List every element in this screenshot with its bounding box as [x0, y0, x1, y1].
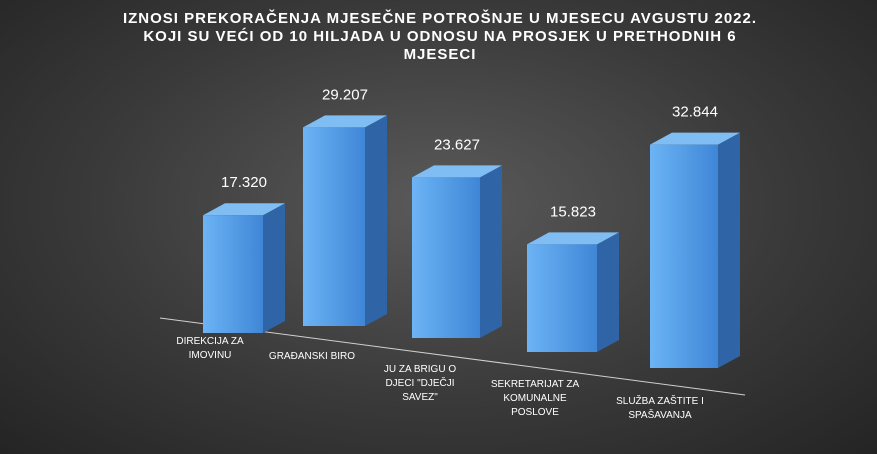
- bar-front: [303, 127, 365, 327]
- value-label: 29.207: [322, 86, 368, 103]
- bar-top: [412, 165, 502, 178]
- value-label: 23.627: [434, 136, 480, 153]
- bar-side: [597, 232, 619, 352]
- bar: [527, 232, 619, 352]
- bar-top: [303, 115, 387, 128]
- bar-side: [718, 132, 740, 368]
- bar-side: [365, 115, 387, 327]
- x-tick-label: SEKRETARIJAT ZA KOMUNALNE POSLOVE: [490, 379, 580, 418]
- bar: [203, 203, 285, 333]
- value-label: 17.320: [221, 174, 267, 191]
- x-tick-label: JU ZA BRIGU O DJECI "DJEČJI SAVEZ": [383, 364, 457, 403]
- x-tick-label: GRAĐANSKI BIRO: [268, 351, 356, 362]
- bar-top: [203, 203, 285, 216]
- value-label: 15.823: [550, 203, 596, 220]
- bar: [650, 132, 740, 368]
- x-tick-label: SLUŽBA ZAŠTITE I SPAŠAVANJA: [616, 396, 704, 421]
- bar-front: [412, 177, 480, 338]
- chart-title: IZNOSI PREKORAČENJA MJESEČNE POTROŠNJE U…: [122, 10, 758, 63]
- bar: [303, 115, 387, 327]
- bar: [412, 165, 502, 338]
- bar-side: [263, 203, 285, 333]
- bar-front: [650, 144, 718, 368]
- bar-front: [203, 215, 263, 333]
- bar-top: [527, 232, 619, 245]
- bar-top: [650, 132, 740, 145]
- x-tick-label: DIREKCIJA ZA IMOVINU: [176, 336, 244, 361]
- bar-side: [480, 165, 502, 338]
- bar-front: [527, 244, 597, 352]
- value-label: 32.844: [672, 104, 718, 121]
